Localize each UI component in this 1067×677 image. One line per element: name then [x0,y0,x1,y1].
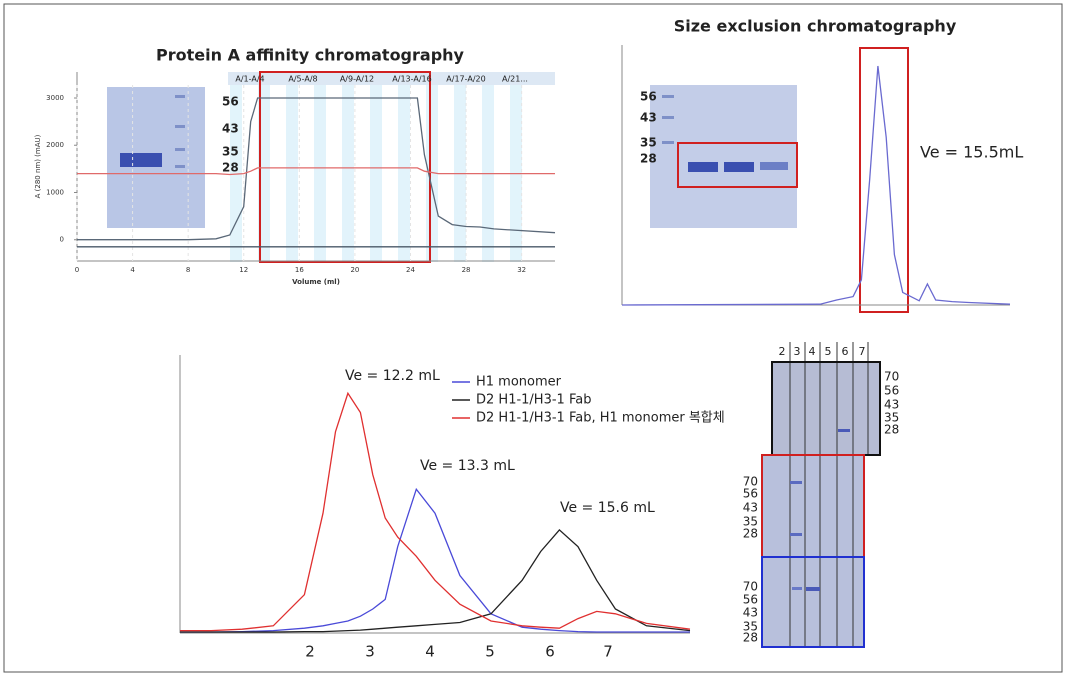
fraction-label: A/13-A/16 [392,75,431,84]
annotation: Ve = 15.6 mL [560,500,655,516]
gel-inset [650,85,797,228]
lane-label: 7 [859,345,866,358]
annotation: Ve = 13.3 mL [420,458,515,474]
x-tick-label: 4 [130,266,135,274]
mw-marker: 35 [884,411,899,425]
data-line [621,65,1011,306]
annotation: Ve = 12.2 mL [345,368,440,384]
x-tick-label: 32 [517,266,526,274]
fraction-label: 3 [365,643,375,661]
data-line [77,167,555,176]
fraction-label: 6 [545,643,555,661]
x-tick-label: 28 [462,266,471,274]
fraction-label: A/9-A/12 [340,75,374,84]
mw-marker: 35 [222,145,239,159]
fraction-label: A/21... [502,75,528,84]
legend-label: D2 H1-1/H3-1 Fab, H1 monomer 복합체 [476,411,725,426]
annotation: Ve = 15.5mL [920,143,1023,162]
sds-gel [762,342,880,647]
gel-inset [107,87,205,228]
mw-marker: 28 [640,152,657,166]
chart-title: Size exclusion chromatography [674,17,957,36]
fraction-band [228,72,555,85]
mw-marker: 28 [743,527,758,541]
mw-marker: 56 [743,593,758,607]
lane-label: 4 [809,345,816,358]
fraction-label: A/5-A/8 [288,75,317,84]
x-tick-label: 12 [239,266,248,274]
mw-marker: 43 [743,606,758,620]
mw-marker: 35 [640,136,657,150]
mw-marker: 28 [222,161,239,175]
data-line [180,391,691,632]
fraction-label: 2 [305,643,315,661]
x-tick-label: 20 [350,266,359,274]
fraction-label: 4 [425,643,435,661]
mw-marker: 70 [743,580,758,594]
data-line [180,487,690,633]
mw-marker: 70 [743,475,758,489]
mw-marker: 43 [640,111,657,125]
data-line [180,528,691,633]
lane-label: 5 [825,345,832,358]
y-tick-label: 2000 [46,141,64,149]
border [3,3,1063,673]
x-tick-label: 0 [75,266,79,274]
y-tick-label: 0 [60,236,64,244]
lane-label: 2 [779,345,786,358]
mw-marker: 28 [743,631,758,645]
highlight-box [761,556,865,648]
mw-marker: 43 [743,501,758,515]
highlight-box [859,47,909,313]
mw-marker: 35 [743,515,758,529]
chart-title: Protein A affinity chromatography [156,46,465,65]
mw-marker: 43 [222,122,239,136]
mw-marker: 28 [884,423,899,437]
fraction-label: 7 [603,643,613,661]
x-tick-label: 8 [186,266,190,274]
data-line [77,97,556,241]
mw-marker: 70 [884,370,899,384]
mw-marker: 56 [222,95,239,109]
mw-marker: 56 [640,90,657,104]
lane-label: 6 [842,345,849,358]
legend-label: H1 monomer [476,375,562,390]
y-tick-label: 3000 [46,94,64,102]
highlight-box [259,71,431,263]
mw-marker: 56 [884,384,899,398]
highlight-box [677,142,798,188]
x-tick-label: 24 [406,266,415,274]
mw-marker: 35 [743,620,758,634]
fraction-label: A/17-A/20 [446,75,485,84]
fraction-label: A/1-A/4 [235,75,264,84]
y-tick-label: 1000 [46,188,64,196]
lane-label: 3 [794,345,801,358]
y-axis-label: A (280 nm) (mAU) [34,134,42,198]
mw-marker: 43 [884,398,899,412]
fraction-label: 5 [485,643,495,661]
legend-label: D2 H1-1/H3-1 Fab [476,393,591,408]
x-axis-label: Volume (ml) [292,278,340,286]
mw-marker: 56 [743,487,758,501]
x-tick-label: 16 [295,266,304,274]
